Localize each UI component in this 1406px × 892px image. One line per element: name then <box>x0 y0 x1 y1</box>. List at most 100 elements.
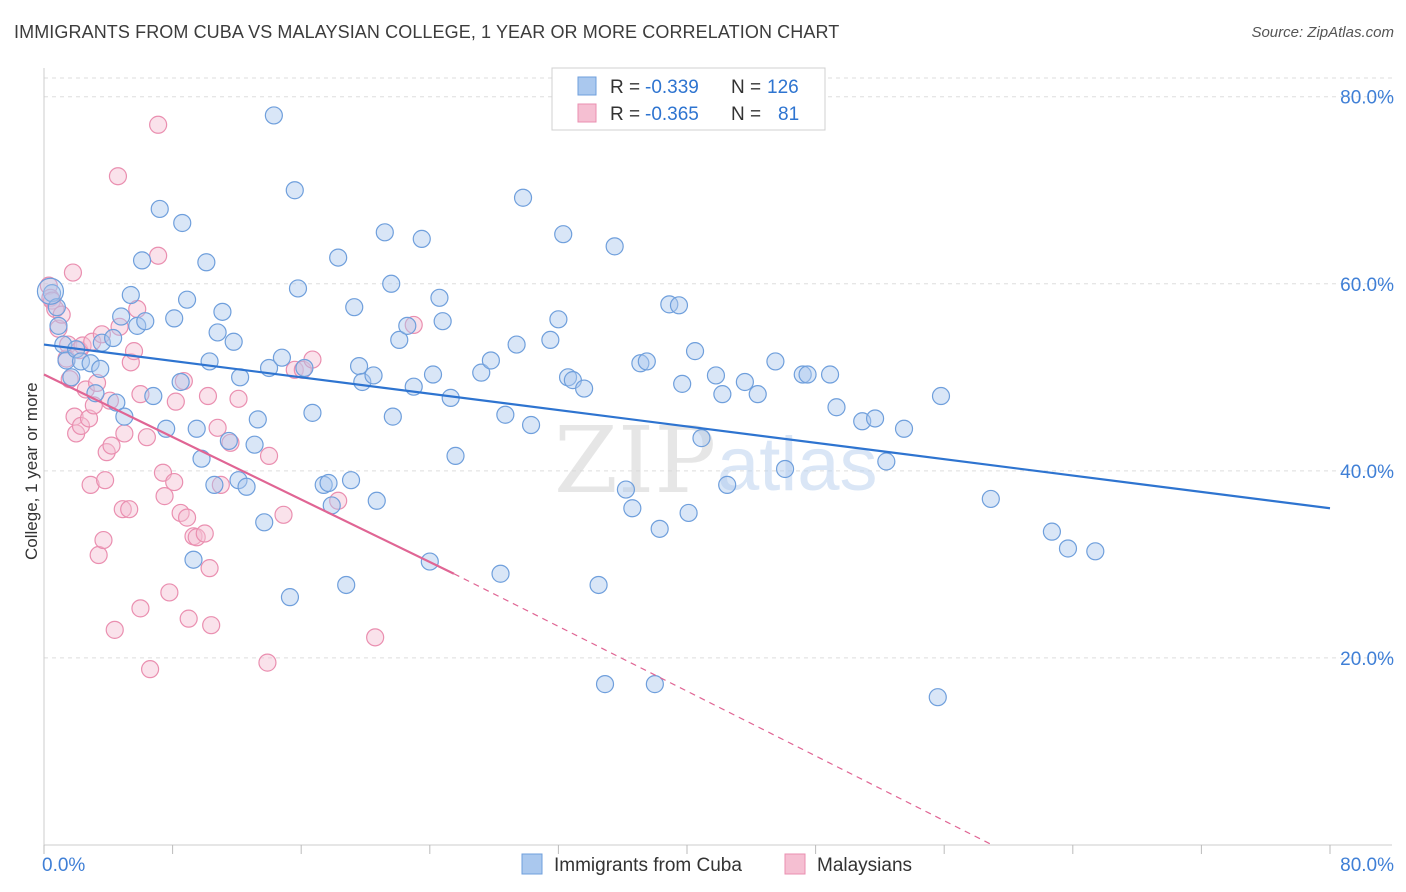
malaysians-point <box>81 475 100 494</box>
malaysians-point <box>165 472 184 492</box>
cuba-point <box>735 372 754 392</box>
cuba-point <box>894 419 914 438</box>
cuba-point <box>718 475 737 494</box>
malaysians-point <box>208 418 227 437</box>
cuba-point <box>375 223 394 242</box>
cuba-point <box>412 229 431 248</box>
malaysians-point <box>140 660 160 679</box>
malaysians-point <box>202 616 221 635</box>
cuba-point <box>623 499 642 518</box>
x-tick-labels: 0.0% 80.0% <box>42 855 1394 876</box>
trend-lines <box>43 343 1331 846</box>
legend-swatch-malay <box>784 853 806 875</box>
stats-cuba-r-value: -0.339 <box>645 77 699 98</box>
cuba-point <box>820 365 840 384</box>
cuba-point <box>245 435 264 454</box>
cuba-point <box>430 288 449 307</box>
cuba-point <box>81 354 100 373</box>
y-axis-label: College, 1 year or more <box>22 382 41 560</box>
malaysians-point <box>131 599 150 618</box>
x-tick-label: 80.0% <box>1340 855 1394 876</box>
cuba-point <box>382 274 401 293</box>
watermark: ZIP atlas <box>554 407 878 514</box>
malaysians-point <box>259 446 279 465</box>
cuba-point <box>49 316 68 335</box>
malaysians-point <box>115 424 134 443</box>
cuba-point <box>205 475 224 494</box>
malaysians-trend-extension <box>453 573 993 846</box>
malaysians-point <box>63 263 83 282</box>
cuba-point <box>150 199 169 219</box>
cuba-point <box>496 405 515 424</box>
cuba-point <box>62 368 81 387</box>
cuba-point <box>398 316 417 335</box>
cuba-point <box>121 285 140 305</box>
stats-swatch-cuba <box>577 76 597 96</box>
cuba-point <box>272 348 292 367</box>
cuba-point <box>865 409 885 428</box>
cuba-point <box>541 330 560 350</box>
cuba-point <box>637 352 656 371</box>
cuba-point <box>337 575 356 595</box>
cuba-point <box>36 277 65 305</box>
malaysians-point <box>149 115 168 134</box>
cuba-point <box>616 480 636 499</box>
stats-malay-n-value: 81 <box>778 104 799 125</box>
cuba-point <box>132 251 152 270</box>
cuba-point <box>367 491 386 510</box>
malaysians-point <box>177 508 197 527</box>
cuba-point <box>177 290 197 309</box>
cuba-point <box>433 312 452 331</box>
cuba-point <box>595 675 615 694</box>
cuba-point <box>1042 522 1062 541</box>
legend-label-malay: Malaysians <box>817 855 912 876</box>
malaysians-point <box>155 487 174 506</box>
cuba-point <box>383 407 402 426</box>
malaysians-point <box>120 500 139 519</box>
chart-title: IMMIGRANTS FROM CUBA VS MALAYSIAN COLLEG… <box>14 22 840 42</box>
cuba-point <box>112 307 131 326</box>
malaysians-point <box>179 609 198 628</box>
stats-legend-box <box>551 67 826 131</box>
cuba-point <box>575 379 594 398</box>
cuba-point <box>390 330 409 350</box>
cuba-point <box>423 365 443 384</box>
cuba-point <box>766 352 785 371</box>
cuba-point <box>472 363 491 382</box>
malaysians-trend-line <box>43 373 455 575</box>
legend-label-cuba: Immigrants from Cuba <box>554 855 742 876</box>
cuba-point <box>192 449 211 468</box>
malaysians-point <box>113 500 132 519</box>
cuba-point <box>1086 542 1105 561</box>
malaysians-point <box>258 653 277 672</box>
cuba-point <box>549 310 568 329</box>
malaysians-point <box>274 505 293 524</box>
malaysians-point <box>108 167 128 186</box>
malaysians-point <box>137 428 156 447</box>
cuba-point <box>827 398 846 417</box>
cuba-point <box>248 410 267 429</box>
cuba-point <box>144 386 163 406</box>
axes <box>43 68 1392 854</box>
cuba-trend-line <box>43 343 1331 510</box>
stats-swatch-malay <box>577 103 597 123</box>
cuba-point <box>692 429 711 448</box>
cuba-point <box>713 385 732 404</box>
legend-swatch-cuba <box>521 853 543 875</box>
cuba-point <box>589 575 608 595</box>
cuba-point <box>491 564 510 583</box>
cuba-point <box>224 332 243 351</box>
stats-cuba-n-label: N = <box>731 77 761 98</box>
cuba-point <box>685 342 705 361</box>
malaysians-point <box>102 436 121 455</box>
cuba-point <box>706 366 726 385</box>
watermark-atlas: atlas <box>717 422 878 507</box>
cuba-point <box>605 237 624 256</box>
cuba-point <box>981 489 1000 509</box>
bottom-legend: Immigrants from Cuba Malaysians <box>521 853 912 876</box>
cuba-point <box>446 446 465 465</box>
cuba-point <box>295 358 314 378</box>
y-tick-label: 60.0% <box>1340 275 1394 296</box>
x-tick-label: 0.0% <box>42 855 85 876</box>
cuba-point <box>349 356 369 376</box>
